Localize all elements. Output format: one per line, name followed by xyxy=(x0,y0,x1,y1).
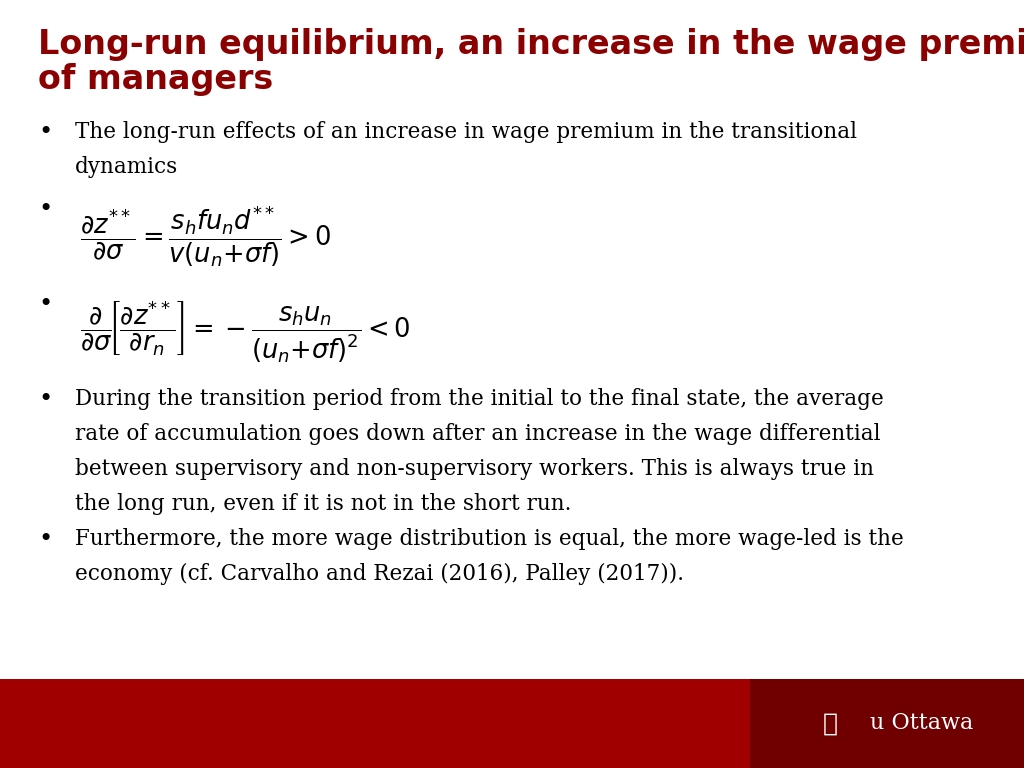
Text: rate of accumulation goes down after an increase in the wage differential: rate of accumulation goes down after an … xyxy=(75,423,881,445)
Text: During the transition period from the initial to the final state, the average: During the transition period from the in… xyxy=(75,388,884,410)
Text: economy (cf. Carvalho and Rezai (2016), Palley (2017)).: economy (cf. Carvalho and Rezai (2016), … xyxy=(75,563,684,585)
Text: dynamics: dynamics xyxy=(75,156,178,178)
Text: •: • xyxy=(38,121,52,144)
Text: The long-run effects of an increase in wage premium in the transitional: The long-run effects of an increase in w… xyxy=(75,121,857,143)
Text: 🏛: 🏛 xyxy=(822,711,838,736)
Text: •: • xyxy=(38,388,52,411)
Text: •: • xyxy=(38,528,52,551)
Text: $\dfrac{\partial}{\partial \sigma}\!\left[\dfrac{\partial z^{**}}{\partial r_n}\: $\dfrac{\partial}{\partial \sigma}\!\lef… xyxy=(80,298,411,365)
Text: between supervisory and non-supervisory workers. This is always true in: between supervisory and non-supervisory … xyxy=(75,458,874,480)
Text: u Ottawa: u Ottawa xyxy=(870,713,973,734)
Text: •: • xyxy=(38,293,52,316)
Bar xyxy=(0,679,750,768)
Text: Long-run equilibrium, an increase in the wage premium: Long-run equilibrium, an increase in the… xyxy=(38,28,1024,61)
Text: Furthermore, the more wage distribution is equal, the more wage-led is the: Furthermore, the more wage distribution … xyxy=(75,528,904,550)
Text: •: • xyxy=(38,198,52,221)
Text: $\dfrac{\partial z^{**}}{\partial \sigma} = \dfrac{s_h f u_n d^{**}}{v(u_n{+}\si: $\dfrac{\partial z^{**}}{\partial \sigma… xyxy=(80,203,331,269)
Bar xyxy=(750,679,1024,768)
Text: the long run, even if it is not in the short run.: the long run, even if it is not in the s… xyxy=(75,493,571,515)
Text: of managers: of managers xyxy=(38,63,273,96)
